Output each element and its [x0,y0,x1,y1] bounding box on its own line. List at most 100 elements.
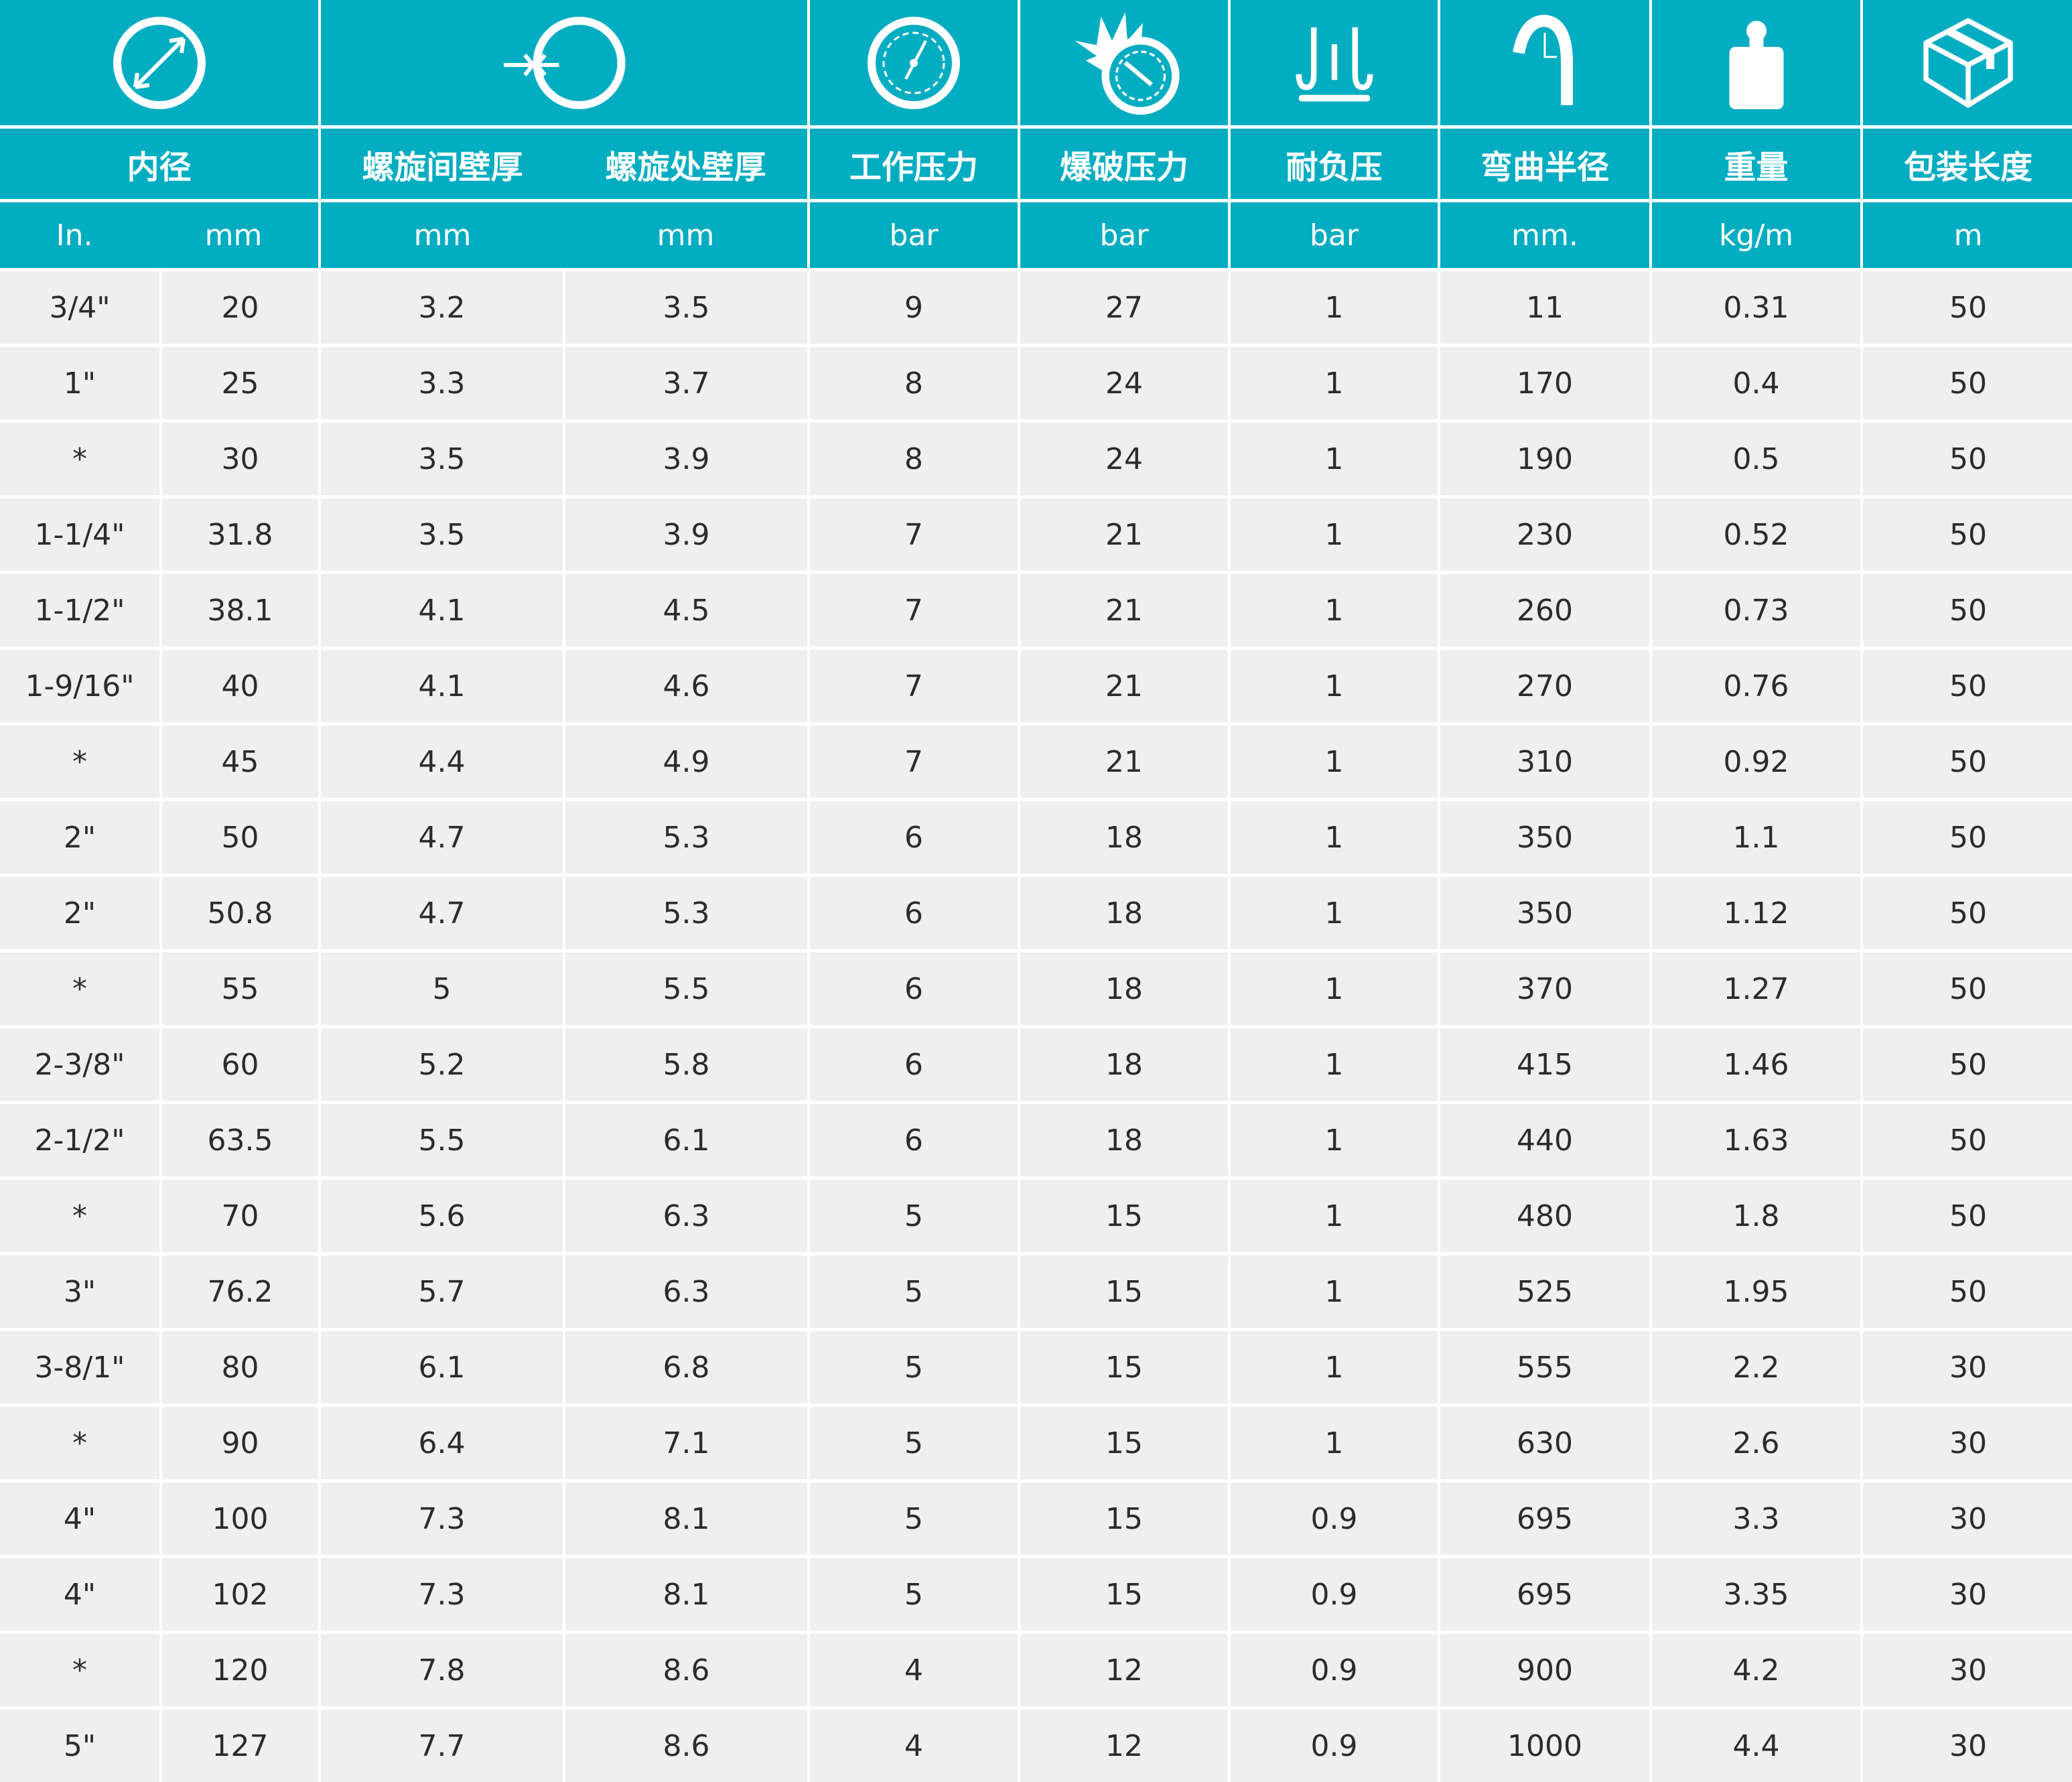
icon-cell [1863,0,2072,125]
table-cell: 230 [1440,498,1649,571]
table-cell: 1 [1231,574,1438,646]
icon-cell [1440,0,1649,125]
header-package-length: 包装长度 [1863,129,2072,199]
table-cell: 6.1 [321,1331,563,1403]
table-cell: 1 [1231,1180,1438,1252]
table-cell: 3/4" [0,271,159,344]
bend-radius-icon [1513,14,1573,105]
table-cell: 4.7 [321,877,563,949]
icon-cell [0,0,318,125]
icon-cell [1652,0,1860,125]
table-cell: 5 [321,953,563,1025]
unit-label: mm [657,218,715,253]
unit-label: bar [1231,202,1438,268]
table-cell: 480 [1440,1180,1649,1252]
table-cell: 6 [810,1028,1018,1101]
table-cell: 0.31 [1652,271,1860,344]
table-cell: 12 [1020,1710,1228,1782]
table-cell: 7 [810,574,1018,646]
table-cell: 5 [810,1483,1018,1555]
table-cell: 25 [162,347,318,419]
table-cell: * [0,1180,159,1252]
table-cell: 50 [1863,1255,2072,1328]
unit-label: mm. [1440,202,1649,268]
table-cell: 2.6 [1652,1407,1860,1479]
table-cell: 30 [1863,1483,2072,1555]
table-cell: 1 [1231,347,1438,419]
table-cell: 7 [810,726,1018,798]
table-cell: * [0,726,159,798]
table-cell: 5 [810,1331,1018,1403]
table-cell: 6 [810,877,1018,949]
table-cell: 440 [1440,1104,1649,1176]
table-cell: 24 [1020,347,1228,419]
table-cell: 15 [1020,1407,1228,1479]
unit-label: bar [810,202,1018,268]
table-cell: 0.9 [1231,1710,1438,1782]
table-cell: 1 [1231,498,1438,571]
table-cell: 63.5 [162,1104,318,1176]
table-cell: 7 [810,498,1018,571]
table-cell: 3.5 [321,498,563,571]
table-cell: 5.5 [321,1104,563,1176]
unit-label: mm [204,218,263,253]
table-cell: 4 [810,1634,1018,1706]
inner-diameter-icon [113,16,206,109]
table-cell: 55 [162,953,318,1025]
table-cell: 1 [1231,1255,1438,1328]
table-cell: 1-9/16" [0,650,159,722]
table-cell: 1 [1231,953,1438,1025]
table-cell: 1-1/4" [0,498,159,571]
table-cell: 8 [810,347,1018,419]
table-cell: 2" [0,801,159,874]
table-cell: 2.2 [1652,1331,1860,1403]
table-cell: 900 [1440,1634,1649,1706]
table-cell: 0.92 [1652,726,1860,798]
table-cell: 102 [162,1558,318,1631]
table-cell: 60 [162,1028,318,1101]
table-cell: 50 [1863,347,2072,419]
table-cell: 4" [0,1558,159,1631]
icon-cell [321,0,807,125]
icon-cell [1020,0,1228,125]
table-cell: 18 [1020,801,1228,874]
table-cell: 4.4 [321,726,563,798]
table-cell: 15 [1020,1483,1228,1555]
table-cell: 6 [810,801,1018,874]
table-cell: 30 [162,423,318,495]
table-cell: 6.1 [565,1104,807,1176]
table-cell: 50 [1863,877,2072,949]
table-cell: 3.35 [1652,1558,1860,1631]
table-cell: 4.5 [565,574,807,646]
table-cell: 1-1/2" [0,574,159,646]
unit-label: In. [56,218,93,253]
table-cell: 90 [162,1407,318,1479]
table-cell: 1.63 [1652,1104,1860,1176]
table-cell: 5.2 [321,1028,563,1101]
table-cell: 3.3 [321,347,563,419]
table-cell: 1 [1231,1104,1438,1176]
table-cell: 27 [1020,271,1228,344]
table-cell: 8.6 [565,1634,807,1706]
table-cell: 1" [0,347,159,419]
table-cell: 0.73 [1652,574,1860,646]
table-cell: 6.3 [565,1255,807,1328]
table-cell: 270 [1440,650,1649,722]
table-cell: 5 [810,1558,1018,1631]
table-cell: 2-1/2" [0,1104,159,1176]
table-cell: * [0,423,159,495]
package-box-icon [1923,17,2013,108]
table-cell: 4.7 [321,801,563,874]
table-cell: 1 [1231,877,1438,949]
table-cell: 555 [1440,1331,1649,1403]
table-cell: 50 [1863,650,2072,722]
table-cell: 7.8 [321,1634,563,1706]
table-cell: 21 [1020,650,1228,722]
table-cell: 1.1 [1652,801,1860,874]
table-cell: 3.5 [321,423,563,495]
header-bend-radius: 弯曲半径 [1440,129,1649,199]
table-cell: 695 [1440,1483,1649,1555]
header-burst-pressure: 爆破压力 [1020,129,1228,199]
table-cell: 5" [0,1710,159,1782]
table-cell: 5.6 [321,1180,563,1252]
